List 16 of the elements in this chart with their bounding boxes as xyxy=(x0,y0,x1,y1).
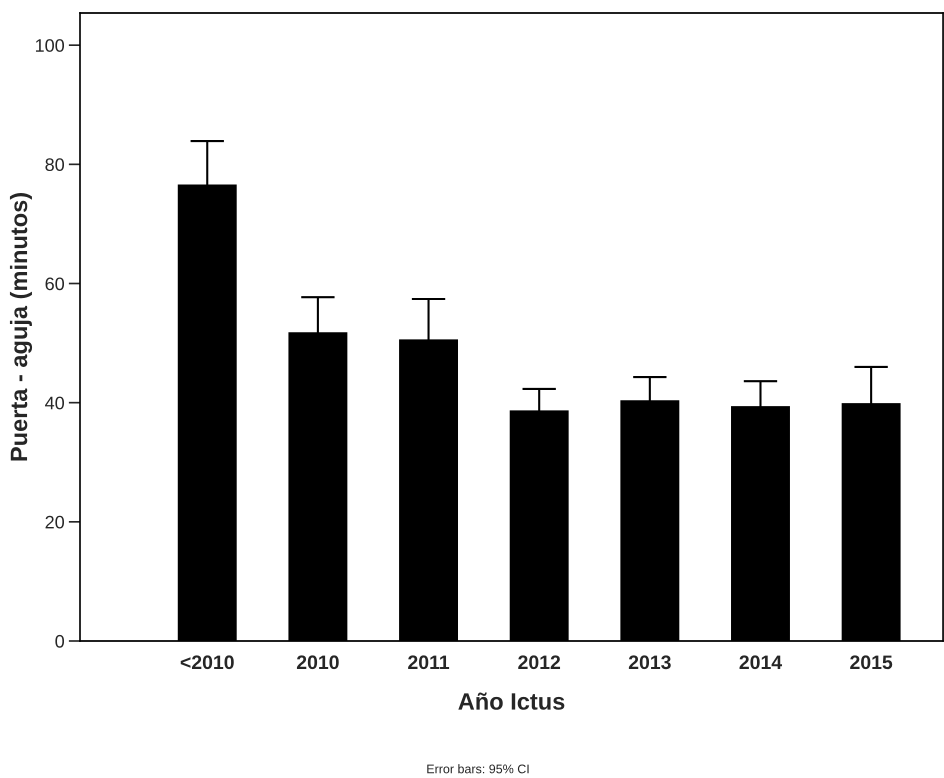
x-axis-title: Año Ictus xyxy=(458,692,564,710)
y-tick-label: 60 xyxy=(46,277,64,290)
x-tick-label: 2013 xyxy=(628,655,671,670)
x-tick-label: <2010 xyxy=(180,655,234,670)
x-tick-label: 2011 xyxy=(408,655,450,670)
y-tick-label: 100 xyxy=(36,39,64,52)
x-tick-label: 2014 xyxy=(740,655,782,670)
x-tick-label: 2010 xyxy=(296,655,339,670)
y-axis-title: Puerta - aguja (minutos) xyxy=(10,193,32,461)
x-tick-label: 2015 xyxy=(850,655,892,670)
y-tick-label: 80 xyxy=(45,158,64,172)
text: Error bars: 95% CI xyxy=(427,764,529,774)
x-tick-label: 2012 xyxy=(518,655,560,670)
y-tick-label: 0 xyxy=(55,634,64,648)
y-tick-label: 20 xyxy=(46,516,64,529)
y-tick-label: 40 xyxy=(45,396,64,410)
